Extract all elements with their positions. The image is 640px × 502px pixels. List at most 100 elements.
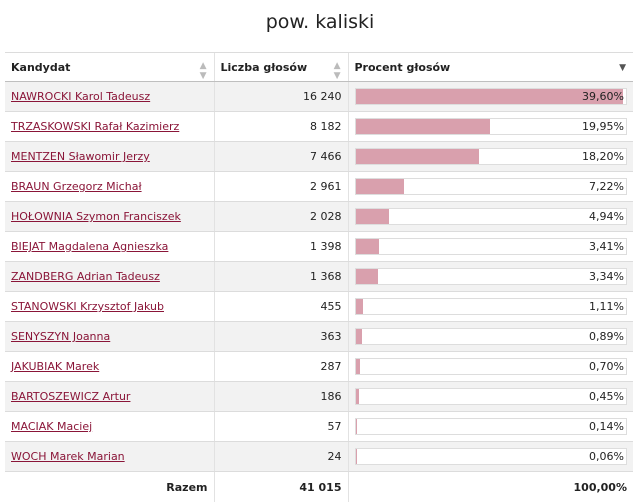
- total-votes: 41 015: [214, 472, 348, 502]
- votes-cell: 287: [214, 352, 348, 382]
- total-label: Razem: [5, 472, 214, 502]
- votes-cell: 455: [214, 292, 348, 322]
- percent-bar: [356, 299, 364, 314]
- percent-cell: 0,45%: [348, 382, 633, 412]
- votes-cell: 186: [214, 382, 348, 412]
- candidate-link[interactable]: TRZASKOWSKI Rafał Kazimierz: [11, 120, 179, 133]
- candidate-cell: TRZASKOWSKI Rafał Kazimierz: [5, 112, 214, 142]
- column-header-candidate[interactable]: Kandydat ▲▼: [5, 53, 214, 82]
- percent-bar-track: 19,95%: [355, 118, 628, 135]
- votes-cell: 1 368: [214, 262, 348, 292]
- percent-label: 1,11%: [589, 299, 624, 314]
- percent-cell: 39,60%: [348, 82, 633, 112]
- percent-bar-track: 39,60%: [355, 88, 628, 105]
- sort-both-icon: ▲▼: [200, 61, 207, 81]
- percent-bar-track: 0,45%: [355, 388, 628, 405]
- candidate-link[interactable]: STANOWSKI Krzysztof Jakub: [11, 300, 164, 313]
- candidate-cell: SENYSZYN Joanna: [5, 322, 214, 352]
- percent-label: 7,22%: [589, 179, 624, 194]
- percent-cell: 4,94%: [348, 202, 633, 232]
- percent-label: 39,60%: [582, 89, 624, 104]
- percent-cell: 7,22%: [348, 172, 633, 202]
- candidate-link[interactable]: ZANDBERG Adrian Tadeusz: [11, 270, 160, 283]
- table-row: BRAUN Grzegorz Michał 2 961 7,22%: [5, 172, 633, 202]
- percent-label: 3,41%: [589, 239, 624, 254]
- candidate-cell: STANOWSKI Krzysztof Jakub: [5, 292, 214, 322]
- percent-label: 18,20%: [582, 149, 624, 164]
- percent-label: 0,14%: [589, 419, 624, 434]
- table-footer-row: Razem 41 015 100,00%: [5, 472, 633, 502]
- candidate-link[interactable]: MACIAK Maciej: [11, 420, 92, 433]
- percent-cell: 0,06%: [348, 442, 633, 472]
- votes-cell: 16 240: [214, 82, 348, 112]
- candidate-cell: BIEJAT Magdalena Agnieszka: [5, 232, 214, 262]
- results-table: Kandydat ▲▼ Liczba głosów ▲▼ Procent gło…: [5, 52, 633, 502]
- percent-bar-track: 4,94%: [355, 208, 628, 225]
- candidate-cell: WOCH Marek Marian: [5, 442, 214, 472]
- column-header-votes[interactable]: Liczba głosów ▲▼: [214, 53, 348, 82]
- candidate-cell: NAWROCKI Karol Tadeusz: [5, 82, 214, 112]
- percent-bar-track: 7,22%: [355, 178, 628, 195]
- page-title: pow. kaliski: [0, 8, 640, 36]
- votes-cell: 363: [214, 322, 348, 352]
- table-row: NAWROCKI Karol Tadeusz 16 240 39,60%: [5, 82, 633, 112]
- sort-descending-icon: ▼: [619, 63, 626, 73]
- total-percent: 100,00%: [348, 472, 633, 502]
- percent-cell: 3,41%: [348, 232, 633, 262]
- percent-bar: [356, 119, 491, 134]
- percent-label: 0,89%: [589, 329, 624, 344]
- candidate-link[interactable]: BRAUN Grzegorz Michał: [11, 180, 142, 193]
- percent-bar-track: 1,11%: [355, 298, 628, 315]
- percent-label: 0,06%: [589, 449, 624, 464]
- table-row: TRZASKOWSKI Rafał Kazimierz 8 182 19,95%: [5, 112, 633, 142]
- votes-cell: 57: [214, 412, 348, 442]
- percent-cell: 3,34%: [348, 262, 633, 292]
- votes-cell: 24: [214, 442, 348, 472]
- table-row: JAKUBIAK Marek 287 0,70%: [5, 352, 633, 382]
- candidate-cell: JAKUBIAK Marek: [5, 352, 214, 382]
- votes-cell: 7 466: [214, 142, 348, 172]
- candidate-link[interactable]: WOCH Marek Marian: [11, 450, 125, 463]
- candidate-link[interactable]: HOŁOWNIA Szymon Franciszek: [11, 210, 181, 223]
- percent-label: 19,95%: [582, 119, 624, 134]
- percent-cell: 19,95%: [348, 112, 633, 142]
- percent-bar-track: 0,06%: [355, 448, 628, 465]
- column-header-label: Procent głosów: [355, 61, 451, 74]
- candidate-link[interactable]: BARTOSZEWICZ Artur: [11, 390, 130, 403]
- percent-bar: [356, 179, 405, 194]
- candidate-link[interactable]: MENTZEN Sławomir Jerzy: [11, 150, 150, 163]
- table-row: BARTOSZEWICZ Artur 186 0,45%: [5, 382, 633, 412]
- percent-cell: 18,20%: [348, 142, 633, 172]
- votes-cell: 8 182: [214, 112, 348, 142]
- column-header-label: Kandydat: [11, 61, 70, 74]
- percent-bar: [356, 359, 361, 374]
- percent-bar: [356, 269, 379, 284]
- candidate-link[interactable]: BIEJAT Magdalena Agnieszka: [11, 240, 168, 253]
- percent-bar: [356, 239, 379, 254]
- percent-bar-track: 3,34%: [355, 268, 628, 285]
- votes-cell: 2 961: [214, 172, 348, 202]
- results-table-body: NAWROCKI Karol Tadeusz 16 240 39,60% TRZASK…: [5, 82, 633, 472]
- percent-bar-track: 3,41%: [355, 238, 628, 255]
- candidate-cell: BARTOSZEWICZ Artur: [5, 382, 214, 412]
- table-row: MACIAK Maciej 57 0,14%: [5, 412, 633, 442]
- column-header-percent[interactable]: Procent głosów ▼: [348, 53, 633, 82]
- percent-bar-track: 0,70%: [355, 358, 628, 375]
- column-header-label: Liczba głosów: [221, 61, 308, 74]
- table-header-row: Kandydat ▲▼ Liczba głosów ▲▼ Procent gło…: [5, 53, 633, 82]
- percent-bar: [356, 389, 359, 404]
- percent-bar: [356, 209, 389, 224]
- percent-bar-track: 0,14%: [355, 418, 628, 435]
- percent-cell: 0,14%: [348, 412, 633, 442]
- percent-label: 0,70%: [589, 359, 624, 374]
- percent-bar: [356, 329, 362, 344]
- percent-label: 0,45%: [589, 389, 624, 404]
- candidate-link[interactable]: SENYSZYN Joanna: [11, 330, 110, 343]
- candidate-link[interactable]: NAWROCKI Karol Tadeusz: [11, 90, 150, 103]
- candidate-link[interactable]: JAKUBIAK Marek: [11, 360, 99, 373]
- percent-cell: 0,89%: [348, 322, 633, 352]
- percent-cell: 0,70%: [348, 352, 633, 382]
- percent-bar: [356, 149, 479, 164]
